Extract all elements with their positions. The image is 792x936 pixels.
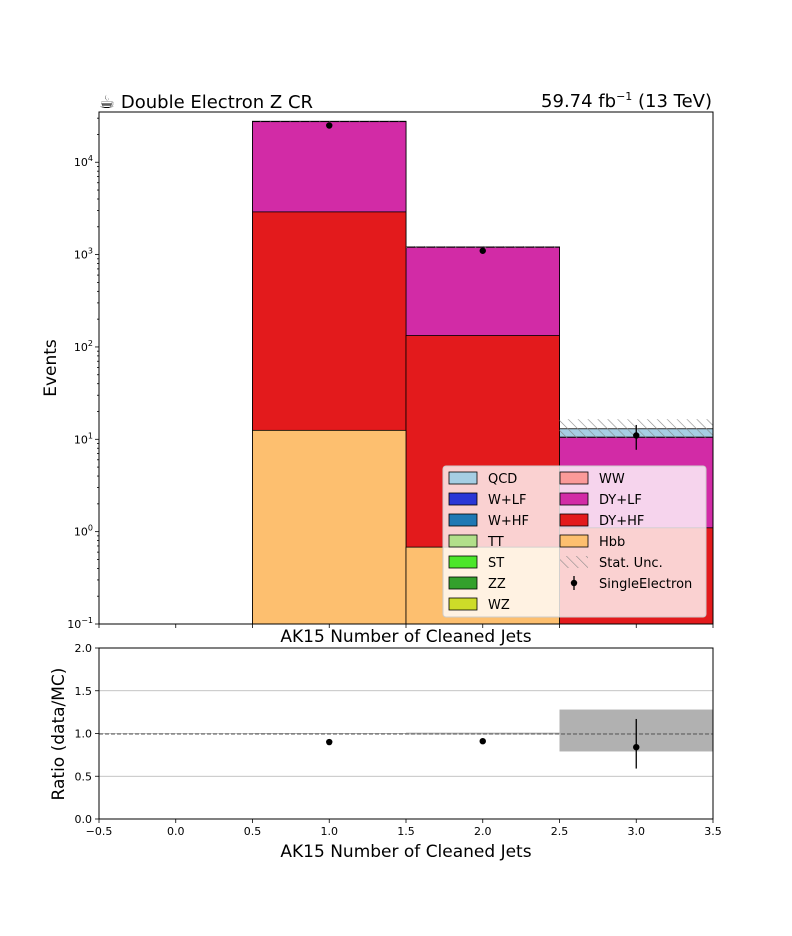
legend-swatch [448,555,478,569]
ratio-unc-segment [406,732,560,735]
legend-swatch [559,471,589,485]
x-tick-label: −0.5 [86,825,113,838]
y-tick-label: 101 [74,431,93,446]
legend: QCD W+LF W+HF TT ST ZZ WZ WW DY+LF DY+HF Hbb Stat. … [442,465,707,618]
ratio-x-axis-label: AK15 Number of Cleaned Jets [280,842,531,862]
y-tick-label: 1.0 [75,728,93,741]
stat-unc-hatch [406,245,560,248]
ratio-uncertainty-band [252,709,713,752]
ratio-point [479,737,486,745]
legend-swatch [560,556,588,568]
legend-swatch [448,534,478,548]
y-tick-label: 0.5 [75,770,93,783]
y-tick-label: 10−1 [67,616,93,631]
legend-marker [570,579,578,587]
legend-swatch [448,576,478,590]
ratio-points [326,718,640,769]
legend-label: DY+LF [599,493,642,508]
legend-label: WW [599,472,625,487]
main-y-ticks: 104 103 102 101 100 10−1 [67,117,99,631]
legend-label: ST [488,556,504,571]
legend-label: SingleElectron [599,577,692,592]
luminosity-label: 59.74 fb−1 (13 TeV) [541,90,712,112]
ratio-y-axis-label: Ratio (data/MC) [49,668,69,801]
chart-title: ☕ Double Electron Z CR [99,92,313,113]
main-y-axis-label: Events [41,339,61,397]
y-tick-label: 103 [74,247,93,262]
x-tick-label: 0.0 [167,825,185,838]
x-tick-label: 1.5 [397,825,415,838]
y-tick-label: 102 [74,339,93,354]
legend-label: QCD [488,472,517,487]
legend-label: W+LF [488,493,526,508]
x-tick-label: 2.5 [551,825,569,838]
legend-swatch [448,597,478,611]
x-tick-label: 3.0 [628,825,646,838]
ratio-point [326,738,333,746]
data-point [326,122,333,129]
ratio-x-ticks: −0.5 0.0 0.5 1.0 1.5 2.0 2.5 3.0 3.5 [86,819,722,838]
legend-swatch [559,513,589,527]
legend-label: Stat. Unc. [599,556,663,571]
legend-label: ZZ [488,577,506,592]
legend-label: Hbb [599,535,625,550]
main-x-axis-label: AK15 Number of Cleaned Jets [280,627,531,647]
data-point [633,432,640,439]
x-tick-label: 0.5 [244,825,262,838]
ratio-point [633,743,640,751]
y-tick-label: 1.5 [75,685,93,698]
x-tick-label: 3.5 [704,825,722,838]
ratio-plot: 0.00.51.01.52.0 −0.5 0.0 0.5 1.0 1.5 2.0 2.5 3.… [49,642,722,862]
y-tick-label: 104 [74,154,93,169]
legend-label: W+HF [488,514,529,529]
main-plot: QCD W+LF W+HF TT ST ZZ WZ WW DY+LF DY+HF Hbb Stat. … [41,111,714,647]
y-tick-label: 100 [74,524,93,539]
data-points [326,122,640,450]
legend-swatch [448,471,478,485]
main-x-ticks [98,624,714,628]
y-tick-label: 2.0 [75,642,93,655]
legend-swatch [448,513,478,527]
x-tick-label: 2.0 [474,825,492,838]
data-point [479,247,486,254]
ratio-y-ticks: 0.0 0.5 1.0 1.5 2.0 [75,642,99,826]
legend-label: TT [487,535,504,550]
stat-unc-hatch [252,120,406,122]
legend-swatch [559,492,589,506]
legend-swatch [559,534,589,548]
legend-swatch [448,492,478,506]
bar-segment [252,429,407,625]
x-tick-label: 1.0 [321,825,339,838]
ratio-unc-segment [252,733,406,734]
y-tick-label: 0.0 [75,813,93,826]
legend-label: DY+HF [599,514,644,529]
legend-label: WZ [488,598,510,613]
